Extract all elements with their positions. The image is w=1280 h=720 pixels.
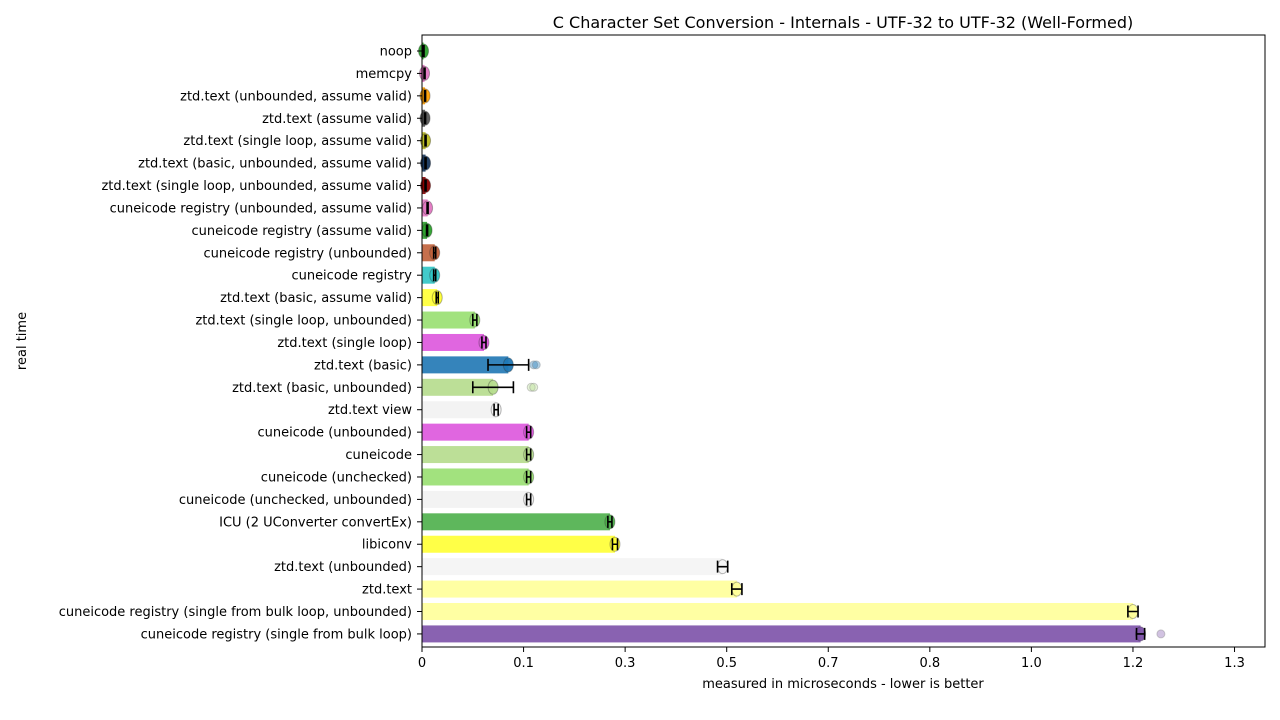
y-tick-label: cuneicode registry (assume valid) [191,224,412,239]
x-tick-label: 1.0 [1021,656,1042,671]
bar [422,490,529,508]
outlier-point [529,360,539,370]
x-tick-label: 0.8 [919,656,940,671]
error-bar [716,560,729,573]
error-bar [1135,627,1146,640]
error-bar [424,179,427,192]
y-tick-label: memcpy [356,67,413,82]
y-tick-label: cuneicode (unchecked, unbounded) [179,493,412,508]
bar [422,311,475,329]
error-bar [487,358,530,371]
error-bar [424,157,427,170]
bar [422,333,484,351]
error-bar [423,89,427,102]
y-tick-label: cuneicode registry [291,269,412,284]
outlier-point [531,360,541,370]
x-tick-label: 0.3 [615,656,636,671]
error-bar [426,201,429,214]
error-bar [432,269,437,282]
error-bar [481,336,487,349]
x-tick-label: 0.5 [716,656,737,671]
error-bar [471,314,478,327]
error-bar [471,381,515,394]
y-tick-label: cuneicode registry (single from bulk loo… [141,627,412,642]
error-bar [422,45,425,57]
y-axis-label: real time [15,312,30,370]
error-bar [1127,605,1139,618]
error-bar [423,67,426,80]
y-tick-label: ztd.text view [328,403,412,418]
y-tick-label: ztd.text (assume valid) [262,112,412,127]
bar [422,468,529,486]
bar [422,423,529,441]
y-tick-label: ztd.text (basic, unbounded) [232,381,412,396]
bar [422,356,509,374]
y-tick-label: ztd.text (single loop, unbounded) [195,314,412,329]
y-tick-label: cuneicode (unchecked) [261,470,412,485]
y-tick-label: cuneicode registry (unbounded, assume va… [110,201,412,216]
outlier-point [526,382,536,392]
error-bar [423,112,427,125]
bar [422,401,497,419]
bar [422,558,723,576]
x-axis-label: measured in microseconds - lower is bett… [702,677,984,692]
bar [422,580,737,598]
error-bar [525,493,532,506]
error-bar [525,448,532,461]
y-tick-label: ICU (2 UConverter convertEx) [219,515,412,530]
error-bar [424,134,427,147]
error-bar [730,583,743,596]
y-tick-label: ztd.text (basic, unbounded, assume valid… [138,157,412,172]
y-tick-label: ztd.text (unbounded, assume valid) [180,89,412,104]
error-bar [432,246,437,259]
error-bar [435,291,440,304]
outlier-point [1156,629,1166,639]
y-tick-label: ztd.text (unbounded) [274,560,412,575]
error-bar [525,470,532,483]
y-tick-label: cuneicode [345,448,412,463]
error-bar [607,515,613,528]
y-tick-label: libiconv [362,538,412,553]
bar [422,513,610,531]
error-bar [525,426,532,439]
y-tick-label: cuneicode (unbounded) [257,426,412,441]
y-tick-label: ztd.text (single loop, unbounded, assume… [101,179,412,194]
error-bar [493,403,499,416]
y-tick-label: ztd.text (single loop, assume valid) [183,134,412,149]
x-tick-label: 0.1 [513,656,534,671]
plot-area [418,42,1166,643]
y-tick-label: cuneicode registry (single from bulk loo… [59,605,412,620]
chart-title: C Character Set Conversion - Internals -… [553,13,1133,32]
y-tick-label: ztd.text (basic) [314,358,412,373]
y-tick-label: cuneicode registry (unbounded) [204,246,413,261]
y-tick-label: ztd.text (basic, assume valid) [220,291,412,306]
y-tick-label: ztd.text [362,583,412,598]
x-tick-label: 1.2 [1123,656,1144,671]
bar [422,535,615,553]
bar [422,625,1141,643]
bar [422,446,529,464]
y-tick-label: noop [380,45,412,60]
error-bar [611,538,619,551]
x-tick-label: 1.3 [1224,656,1245,671]
error-bar [425,224,429,237]
plot-frame [421,34,1266,648]
outlier-point [529,382,539,392]
bar [422,603,1133,620]
bar [422,378,494,396]
y-tick-label: ztd.text (single loop) [277,336,412,351]
x-tick-label: 0.7 [818,656,839,671]
x-tick-label: 0 [418,656,426,671]
